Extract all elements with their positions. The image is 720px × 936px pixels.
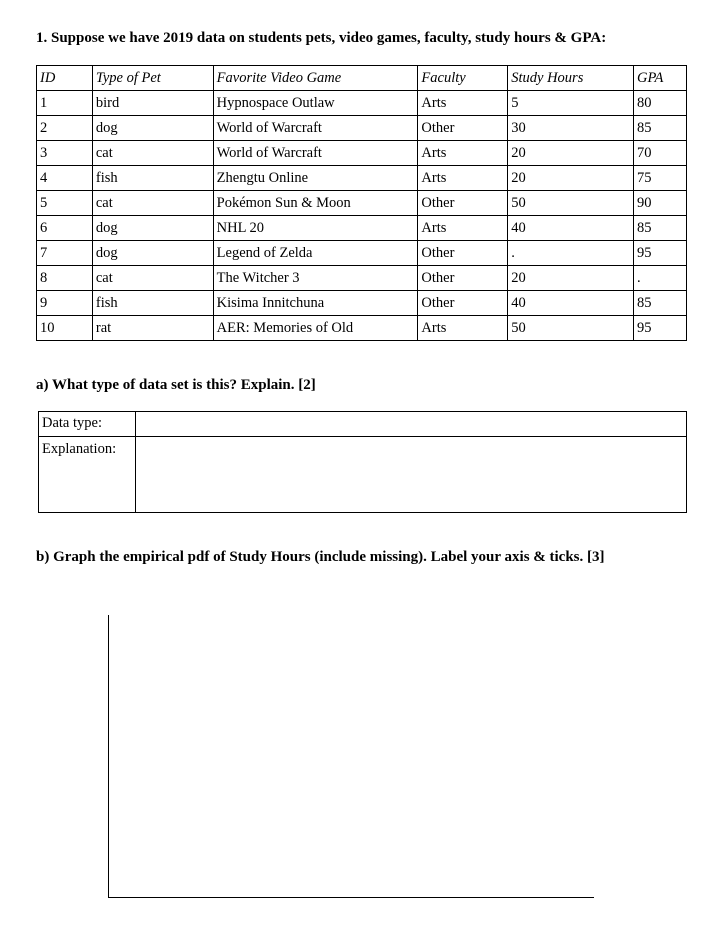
table-cell: 10 — [36, 315, 93, 341]
table-cell: NHL 20 — [212, 215, 419, 241]
table-row: 9 fish Kisima Innitchuna Other 40 85 — [36, 290, 687, 316]
table-cell: cat — [91, 190, 214, 216]
column-header: Faculty — [417, 65, 509, 91]
table-cell: 20 — [507, 265, 635, 291]
table-row: 7 dog Legend of Zelda Other. 95 — [36, 240, 687, 266]
table-cell: The Witcher 3 — [212, 265, 419, 291]
table-cell: 85 — [633, 215, 687, 241]
table-cell: World of Warcraft — [212, 140, 419, 166]
column-header: Study Hours — [507, 65, 635, 91]
graph-x-axis — [108, 897, 594, 898]
table-cell: Arts — [417, 140, 509, 166]
table-cell: Legend of Zelda — [212, 240, 419, 266]
question-1: 1. Suppose we have 2019 data on students… — [36, 30, 607, 46]
table-cell: Other — [417, 115, 509, 141]
table-cell: Arts — [417, 165, 509, 191]
table-cell: 20 — [507, 140, 635, 166]
table-cell: Other — [417, 265, 509, 291]
table-cell: Kisima Innitchuna — [212, 290, 419, 316]
table-cell: 70 — [633, 140, 687, 166]
table-cell: Arts — [417, 90, 509, 116]
table-cell: Other — [417, 290, 509, 316]
table-cell: AER: Memories of Old — [212, 315, 419, 341]
data-type-input[interactable] — [136, 412, 686, 436]
table-cell: cat — [91, 140, 214, 166]
table-cell: Zhengtu Online — [212, 165, 419, 191]
table-cell: . — [507, 240, 635, 266]
table-cell: Pokémon Sun & Moon — [212, 190, 419, 216]
data-table: ID Type of Pet Favorite Video Game Faculty S… — [36, 65, 687, 341]
table-cell: 85 — [633, 115, 687, 141]
table-cell: dog — [91, 215, 214, 241]
table-cell: 30 — [507, 115, 635, 141]
table-row: 1 bird Hypnospace Outlaw Arts 5 80 — [36, 90, 687, 116]
table-cell: Arts — [417, 315, 509, 341]
question-b: b) Graph the empirical pdf of Study Hour… — [36, 549, 605, 565]
table-cell: 8 — [36, 265, 93, 291]
table-cell: Hypnospace Outlaw — [212, 90, 419, 116]
table-cell: dog — [91, 240, 214, 266]
table-cell: 95 — [633, 315, 687, 341]
table-cell: 75 — [633, 165, 687, 191]
table-cell: fish — [91, 290, 214, 316]
table-cell: 40 — [507, 290, 635, 316]
table-row: 8 cat The Witcher 3 Other 20. — [36, 265, 687, 291]
table-row: 10 rat AER: Memories of Old Arts 50 95 — [36, 315, 687, 341]
table-cell: 6 — [36, 215, 93, 241]
table-cell: dog — [91, 115, 214, 141]
table-row: 4 fish Zhengtu Online Arts 20 75 — [36, 165, 687, 191]
table-cell: Other — [417, 190, 509, 216]
table-cell: 2 — [36, 115, 93, 141]
answer-box: Data type: Explanation: — [38, 411, 687, 513]
table-cell: 50 — [507, 315, 635, 341]
table-cell: 50 — [507, 190, 635, 216]
table-cell: 3 — [36, 140, 93, 166]
explanation-label: Explanation: — [42, 441, 117, 457]
column-header: Type of Pet — [91, 65, 214, 91]
column-header: ID — [36, 65, 93, 91]
table-row: 3 cat World of Warcraft Arts 20 70 — [36, 140, 687, 166]
table-cell: 90 — [633, 190, 687, 216]
table-cell: fish — [91, 165, 214, 191]
table-cell: . — [633, 265, 687, 291]
table-cell: bird — [91, 90, 214, 116]
table-row: 5 cat Pokémon Sun & Moon Other 50 90 — [36, 190, 687, 216]
table-cell: 1 — [36, 90, 93, 116]
table-cell: 4 — [36, 165, 93, 191]
table-cell: cat — [91, 265, 214, 291]
graph-y-axis — [108, 615, 109, 898]
table-cell: 20 — [507, 165, 635, 191]
question-a: a) What type of data set is this? Explai… — [36, 377, 316, 393]
column-header: Favorite Video Game — [212, 65, 419, 91]
table-cell: Other — [417, 240, 509, 266]
explanation-input[interactable] — [136, 437, 686, 512]
column-header: GPA — [633, 65, 687, 91]
table-cell: rat — [91, 315, 214, 341]
table-cell: 7 — [36, 240, 93, 266]
table-cell: 80 — [633, 90, 687, 116]
table-cell: 9 — [36, 290, 93, 316]
table-row: 2 dog World of Warcraft Other 30 85 — [36, 115, 687, 141]
data-type-label: Data type: — [42, 415, 102, 431]
table-cell: 85 — [633, 290, 687, 316]
table-cell: 40 — [507, 215, 635, 241]
table-cell: Arts — [417, 215, 509, 241]
table-cell: World of Warcraft — [212, 115, 419, 141]
table-row: 6 dog NHL 20 Arts 40 85 — [36, 215, 687, 241]
table-cell: 5 — [507, 90, 635, 116]
table-cell: 5 — [36, 190, 93, 216]
table-cell: 95 — [633, 240, 687, 266]
